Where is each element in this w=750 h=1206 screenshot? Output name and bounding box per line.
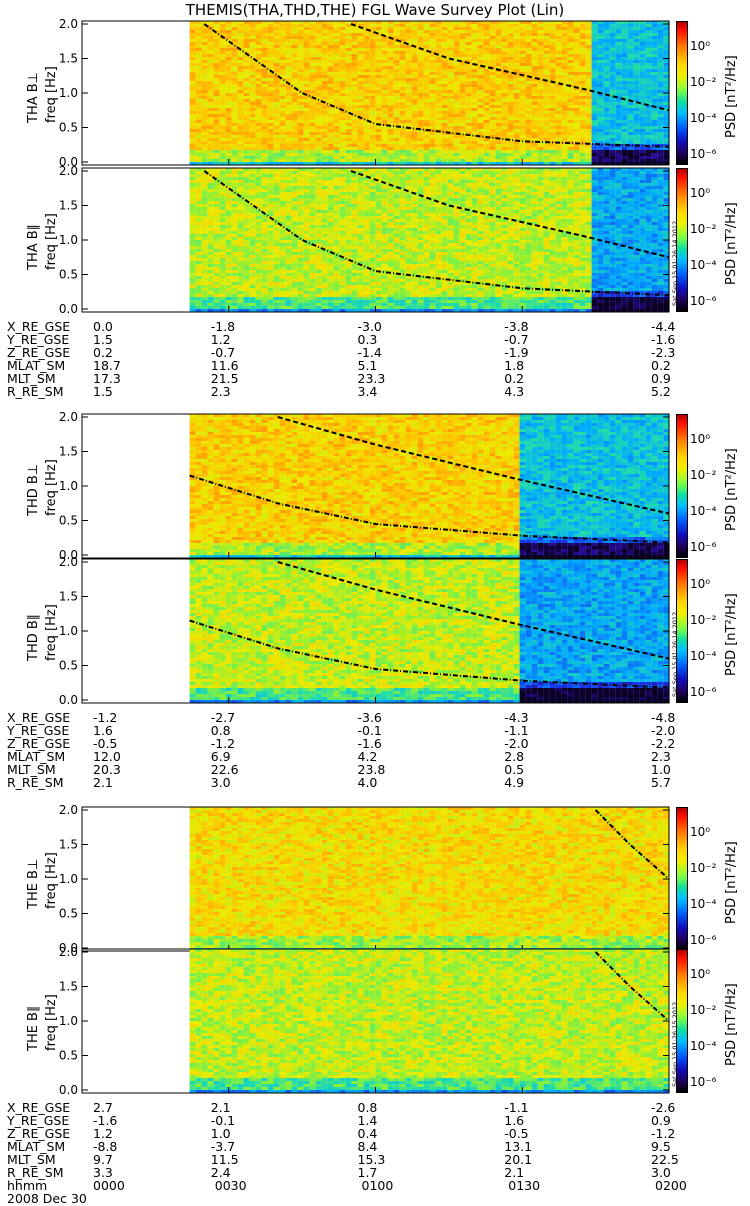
wave-survey-figure: THEMIS(THA,THD,THE) FGL Wave Survey Plot… bbox=[0, 0, 750, 1200]
